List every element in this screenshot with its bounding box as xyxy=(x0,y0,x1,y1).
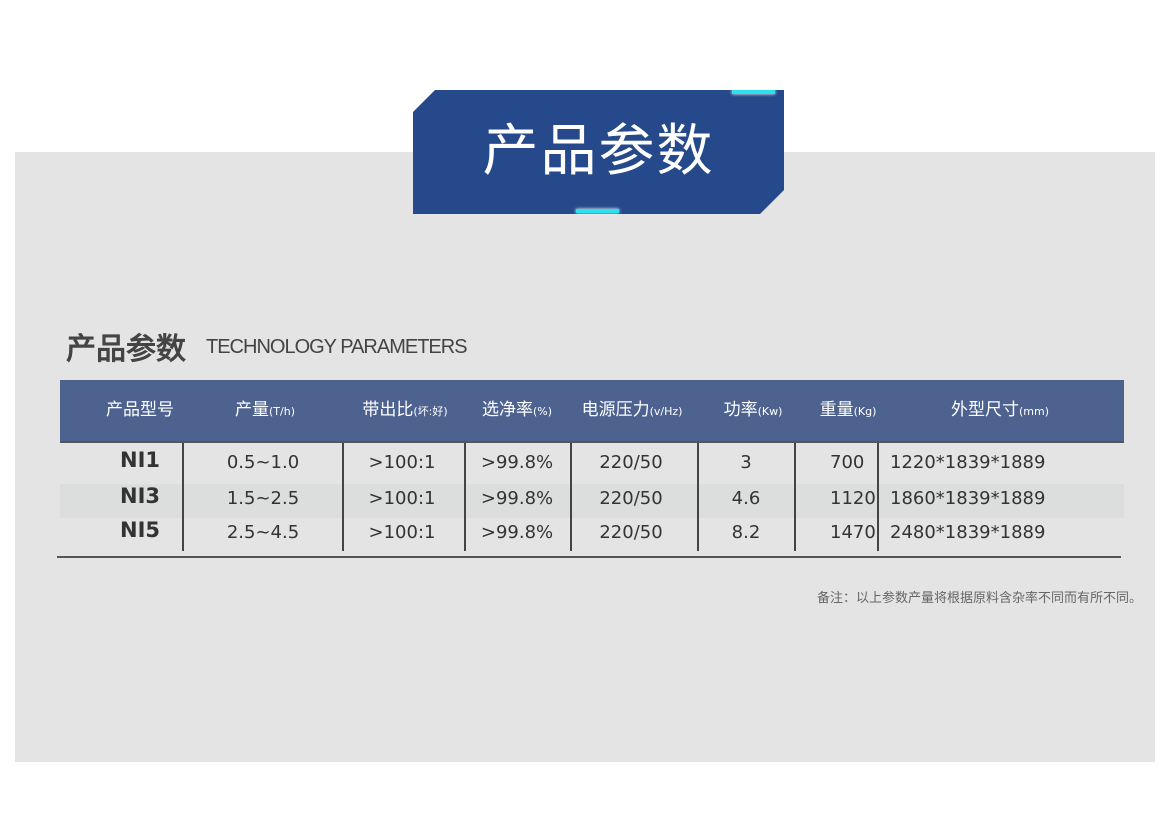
column-header: 电源压力(v/Hz) xyxy=(582,380,683,441)
header-unit: (Kw) xyxy=(757,405,783,418)
table-cell: >100:1 xyxy=(368,452,436,473)
section-subtitle: TECHNOLOGY PARAMETERS xyxy=(206,336,468,358)
column-header: 功率(Kw) xyxy=(724,380,783,441)
table-cell: 1.5~2.5 xyxy=(226,488,300,509)
table-cell: 0.5~1.0 xyxy=(226,452,300,473)
table-cell: >99.8% xyxy=(480,522,554,543)
column-divider xyxy=(877,443,879,551)
header-unit: (v/Hz) xyxy=(649,405,683,418)
column-divider xyxy=(794,443,796,551)
table-cell: 1120 xyxy=(830,488,876,509)
table-row: NI1 0.5~1.0 >100:1 >99.8% 220/50 3 700 1220*183… xyxy=(60,448,1124,482)
header-unit: (T/h) xyxy=(269,405,295,418)
table-cell: NI5 xyxy=(119,518,161,542)
column-divider xyxy=(464,443,466,551)
header-label: 电源压力 xyxy=(581,400,650,420)
table-cell: 220/50 xyxy=(599,452,663,473)
content-panel xyxy=(15,152,1155,762)
header-unit: (坏:好) xyxy=(413,405,448,418)
table-cell: 220/50 xyxy=(599,488,663,509)
title-banner xyxy=(413,90,784,214)
table-row: NI5 2.5~4.5 >100:1 >99.8% 220/50 8.2 1470 2480*… xyxy=(60,518,1124,552)
accent-bar xyxy=(732,90,775,94)
header-unit: (mm) xyxy=(1018,405,1050,418)
column-header: 产量(T/h) xyxy=(235,380,295,441)
header-label: 产量 xyxy=(235,400,270,420)
footnote: 备注：以上参数产量将根据原料含杂率不同而有所不同。 xyxy=(816,591,1142,606)
table-cell: 1860*1839*1889 xyxy=(890,488,1046,509)
column-divider xyxy=(697,443,699,551)
column-header: 带出比(坏:好) xyxy=(362,380,447,441)
table-cell: >99.8% xyxy=(480,452,554,473)
table-cell: 220/50 xyxy=(599,522,663,543)
table-cell: 700 xyxy=(830,452,865,473)
table-cell: 3 xyxy=(740,452,752,473)
column-header: 产品型号 xyxy=(106,380,174,441)
table-cell: 4.6 xyxy=(731,488,761,509)
accent-bar xyxy=(576,209,619,213)
table-cell: 2480*1839*1889 xyxy=(890,522,1046,543)
table-row: NI3 1.5~2.5 >100:1 >99.8% 220/50 4.6 1120 1860*… xyxy=(60,484,1124,518)
table-cell: 2.5~4.5 xyxy=(226,522,300,543)
column-divider xyxy=(570,443,572,551)
section-title: 产品参数 xyxy=(66,332,186,367)
table-bottom-border xyxy=(57,556,1121,558)
column-header: 选净率(%) xyxy=(482,380,552,441)
header-label: 外型尺寸 xyxy=(950,400,1019,420)
table-cell: NI3 xyxy=(119,484,161,508)
banner-title: 产品参数 xyxy=(482,119,715,184)
table-cell: 8.2 xyxy=(731,522,761,543)
table-cell: 1470 xyxy=(830,522,876,543)
table-header: 产品型号 产量(T/h) 带出比(坏:好) 选净率(%) 电源压力(v/Hz) 功率(Kw… xyxy=(60,380,1124,443)
header-label: 重量 xyxy=(819,400,854,420)
column-header: 外型尺寸(mm) xyxy=(951,380,1049,441)
column-header: 重量(Kg) xyxy=(820,380,877,441)
header-label: 选净率 xyxy=(481,400,533,420)
header-label: 产品型号 xyxy=(106,400,174,420)
table-cell: >100:1 xyxy=(368,522,436,543)
header-label: 带出比 xyxy=(362,400,414,420)
table-cell: >100:1 xyxy=(368,488,436,509)
column-divider xyxy=(342,443,344,551)
header-unit: (%) xyxy=(532,405,553,418)
table-cell: NI1 xyxy=(119,448,161,472)
table-cell: 1220*1839*1889 xyxy=(890,452,1046,473)
column-divider xyxy=(182,443,184,551)
header-label: 功率 xyxy=(723,400,758,420)
table-cell: >99.8% xyxy=(480,488,554,509)
header-unit: (Kg) xyxy=(853,405,877,418)
